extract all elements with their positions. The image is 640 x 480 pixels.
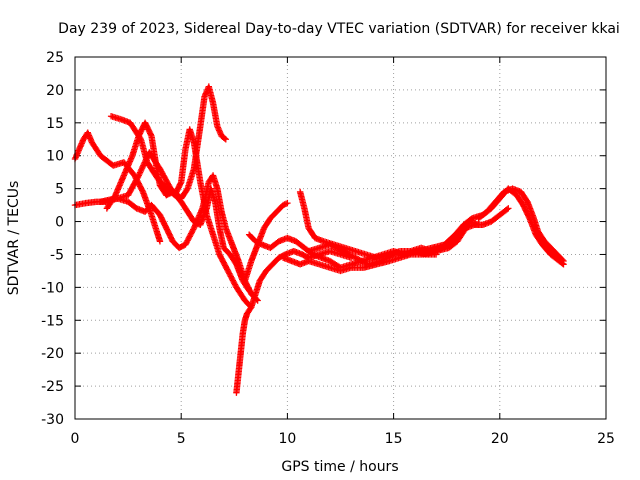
data-point (282, 200, 290, 207)
data-point (336, 246, 343, 253)
data-point (380, 256, 387, 263)
data-point (505, 205, 512, 212)
data-point (326, 241, 334, 248)
data-point (156, 238, 164, 245)
y-tick-label: 15 (46, 116, 64, 132)
data-point (503, 206, 511, 213)
data-point (335, 245, 342, 253)
data-point (377, 257, 385, 265)
data-point (349, 253, 356, 260)
data-point (329, 242, 336, 250)
data-point (386, 253, 393, 260)
data-point (353, 255, 360, 262)
chart-title: Day 239 of 2023, Sidereal Day-to-day VTE… (58, 21, 620, 37)
data-point (345, 250, 352, 258)
y-axis-label: SDTVAR / TECUs (6, 181, 22, 296)
data-point (342, 249, 349, 256)
data-point (330, 243, 338, 250)
data-point (381, 255, 389, 263)
y-tick-label: -15 (41, 313, 64, 329)
x-tick-label: 20 (491, 431, 509, 447)
data-point (355, 256, 362, 263)
data-point (387, 252, 394, 260)
plot-frame (74, 56, 607, 420)
data-point (332, 244, 339, 251)
y-tick-label: 20 (46, 83, 64, 99)
data-point (352, 254, 359, 261)
data-point (279, 201, 287, 209)
x-tick-label: 25 (597, 431, 615, 447)
y-tick-label: 10 (46, 149, 64, 165)
data-point (362, 259, 369, 267)
data-point (333, 245, 341, 252)
data-point (138, 166, 145, 173)
data-point (357, 257, 365, 264)
data-point (139, 187, 146, 194)
y-tick-label: -10 (41, 280, 64, 296)
data-point (281, 201, 288, 208)
data-point (560, 257, 567, 265)
data-point (383, 254, 390, 262)
x-axis-label: GPS time / hours (281, 459, 398, 475)
y-tick-label: -20 (41, 346, 64, 362)
data-point (360, 258, 368, 266)
series-track-l (475, 185, 567, 265)
y-tick-label: 0 (55, 215, 64, 231)
data-point (388, 251, 396, 259)
data-point (347, 252, 355, 259)
data-point (254, 297, 261, 304)
data-point (139, 163, 146, 171)
data-point (379, 257, 386, 264)
x-tick-label: 15 (385, 431, 403, 447)
series-track-e (103, 119, 253, 294)
data-point (221, 135, 228, 142)
x-tick-label: 5 (177, 431, 186, 447)
series-track-k (305, 185, 567, 268)
data-point (339, 247, 346, 255)
data-point (136, 169, 144, 176)
data-point (136, 170, 143, 178)
data-point (222, 136, 230, 143)
data-point (384, 254, 392, 261)
data-point (359, 258, 366, 265)
y-tick-label: -30 (41, 412, 64, 428)
data-point (328, 242, 335, 249)
data-point (338, 247, 345, 254)
data-point (137, 167, 144, 175)
series-track-h (241, 199, 291, 284)
y-tick-label: 25 (46, 50, 64, 66)
data-point (350, 253, 358, 261)
data-point (245, 287, 253, 294)
y-tick-label: -25 (41, 379, 64, 395)
data-point (559, 256, 566, 264)
series-track-a (71, 129, 164, 245)
data-point (138, 165, 146, 172)
data-point (343, 250, 351, 257)
data-point (135, 172, 142, 179)
data-point (245, 286, 252, 293)
data-point (140, 162, 147, 169)
y-tick-label: -5 (50, 247, 64, 263)
data-point (346, 251, 353, 259)
data-point (340, 248, 348, 256)
data-points (71, 83, 567, 396)
data-point (356, 256, 363, 264)
y-tick-label: 5 (55, 182, 64, 198)
data-point (284, 199, 291, 207)
x-tick-label: 0 (71, 431, 80, 447)
x-tick-label: 10 (278, 431, 296, 447)
axis-ticks: 0 5 10 15 20 25 -30 -25 -20 -15 -10 -5 0 5 10 15 20 25 (41, 50, 615, 447)
